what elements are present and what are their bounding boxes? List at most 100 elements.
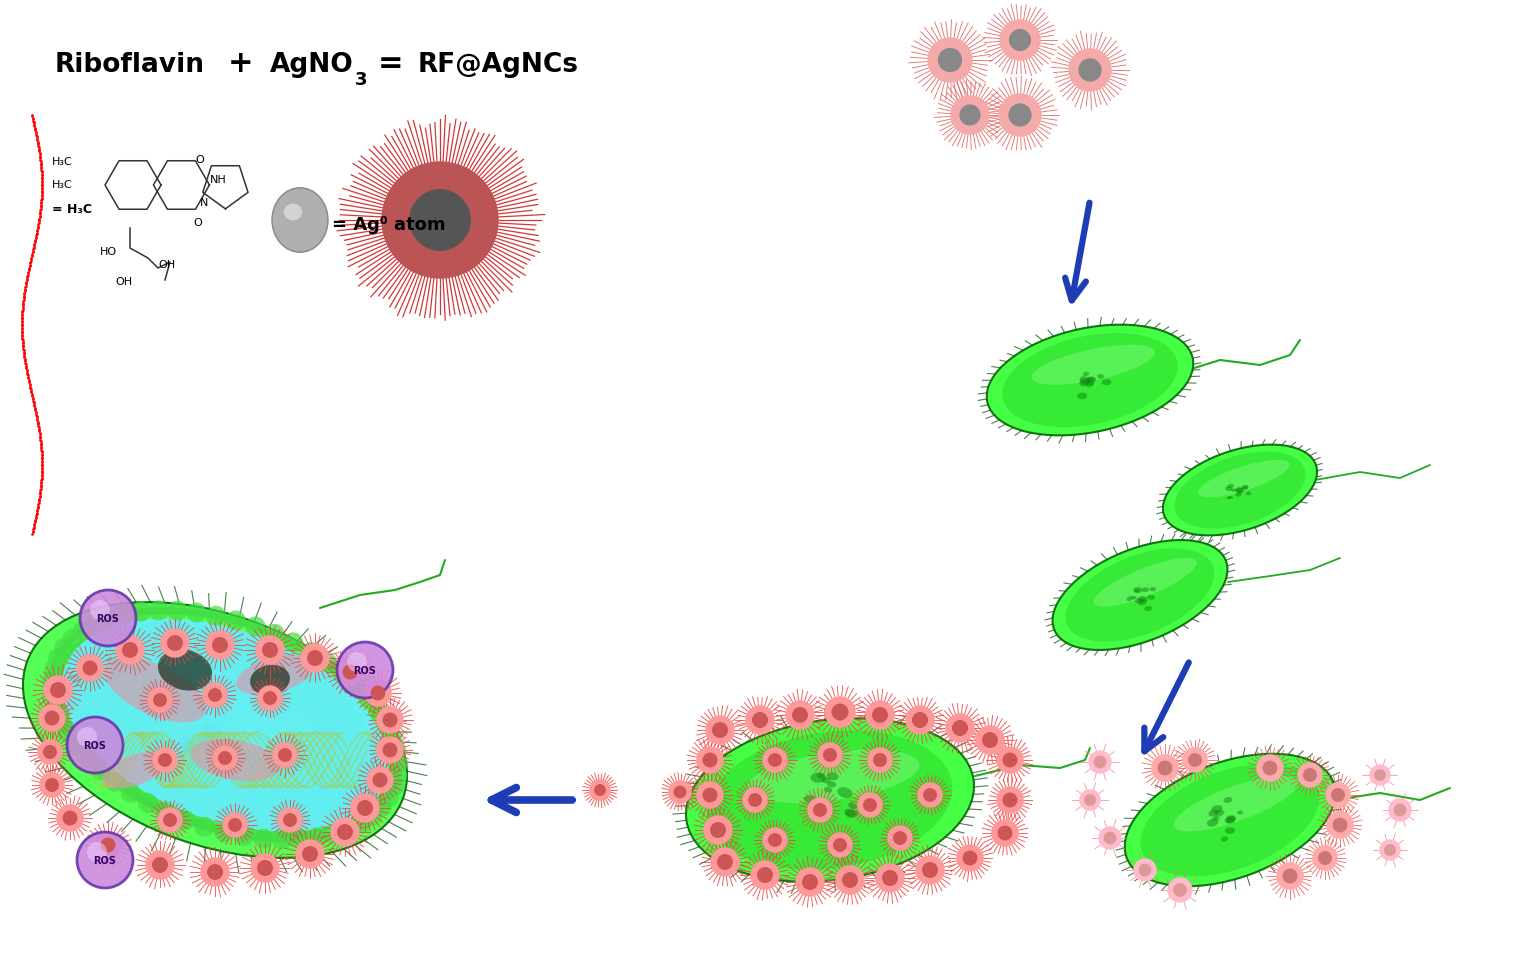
Circle shape: [410, 190, 470, 250]
Circle shape: [63, 628, 83, 649]
Text: NH: NH: [210, 175, 227, 185]
Text: Riboflavin: Riboflavin: [55, 52, 204, 78]
Ellipse shape: [1066, 549, 1215, 642]
Circle shape: [258, 686, 283, 710]
Ellipse shape: [845, 809, 856, 817]
Circle shape: [997, 747, 1023, 773]
Circle shape: [214, 822, 233, 842]
Ellipse shape: [1147, 595, 1155, 600]
Circle shape: [1189, 753, 1201, 766]
Circle shape: [209, 689, 221, 702]
Circle shape: [358, 801, 372, 815]
Circle shape: [387, 765, 407, 785]
Circle shape: [1263, 761, 1276, 775]
Circle shape: [757, 868, 773, 882]
Ellipse shape: [206, 746, 217, 756]
Ellipse shape: [708, 730, 952, 870]
Circle shape: [843, 873, 857, 887]
Circle shape: [713, 723, 727, 737]
Circle shape: [264, 624, 284, 644]
Ellipse shape: [237, 655, 313, 695]
Ellipse shape: [1215, 809, 1224, 816]
Ellipse shape: [837, 787, 852, 798]
Circle shape: [152, 858, 167, 873]
Ellipse shape: [1094, 557, 1197, 606]
Circle shape: [80, 590, 137, 646]
Circle shape: [250, 854, 280, 882]
Ellipse shape: [1236, 487, 1244, 493]
Circle shape: [912, 713, 928, 727]
Ellipse shape: [1236, 810, 1243, 815]
Circle shape: [768, 834, 782, 847]
Circle shape: [40, 773, 65, 797]
Circle shape: [195, 817, 215, 837]
Ellipse shape: [811, 773, 826, 783]
Circle shape: [258, 861, 272, 875]
Ellipse shape: [1124, 753, 1335, 886]
Circle shape: [876, 864, 905, 892]
Circle shape: [834, 839, 846, 851]
Circle shape: [906, 706, 934, 734]
Ellipse shape: [198, 731, 217, 750]
Ellipse shape: [986, 325, 1193, 435]
Ellipse shape: [826, 781, 836, 787]
Ellipse shape: [61, 619, 389, 831]
Circle shape: [1333, 818, 1347, 832]
Ellipse shape: [1224, 816, 1235, 824]
Circle shape: [278, 808, 303, 832]
Circle shape: [983, 732, 997, 748]
Circle shape: [352, 813, 372, 833]
Circle shape: [703, 753, 717, 767]
Circle shape: [1089, 751, 1111, 773]
Circle shape: [384, 713, 396, 727]
Ellipse shape: [1135, 598, 1144, 604]
Circle shape: [223, 813, 247, 837]
Circle shape: [146, 851, 174, 879]
Circle shape: [84, 614, 104, 634]
Circle shape: [743, 788, 766, 812]
Ellipse shape: [1224, 797, 1232, 802]
Circle shape: [803, 875, 817, 889]
Ellipse shape: [181, 740, 197, 753]
Text: ROS: ROS: [97, 614, 120, 624]
Circle shape: [95, 832, 121, 858]
Circle shape: [233, 826, 253, 846]
Circle shape: [808, 798, 833, 822]
Circle shape: [748, 794, 762, 806]
Circle shape: [78, 748, 98, 768]
Circle shape: [998, 826, 1012, 840]
Circle shape: [307, 651, 323, 665]
Circle shape: [54, 638, 74, 658]
Circle shape: [77, 655, 103, 681]
Circle shape: [594, 785, 605, 795]
Ellipse shape: [823, 787, 833, 793]
Circle shape: [257, 636, 284, 664]
Ellipse shape: [232, 747, 252, 765]
Circle shape: [307, 827, 327, 848]
Ellipse shape: [1163, 445, 1316, 535]
Circle shape: [303, 847, 318, 861]
Circle shape: [290, 829, 310, 850]
Circle shape: [1332, 789, 1344, 801]
Circle shape: [387, 753, 407, 773]
Ellipse shape: [158, 650, 212, 691]
Circle shape: [883, 871, 897, 885]
Text: ROS: ROS: [353, 666, 376, 676]
Circle shape: [57, 722, 77, 742]
Ellipse shape: [1226, 486, 1232, 491]
Circle shape: [1183, 748, 1207, 772]
Ellipse shape: [848, 802, 857, 809]
Circle shape: [674, 786, 685, 798]
Ellipse shape: [1224, 827, 1235, 834]
Circle shape: [859, 793, 882, 817]
Circle shape: [382, 727, 402, 748]
Circle shape: [121, 783, 141, 802]
Circle shape: [1003, 793, 1017, 807]
Circle shape: [828, 833, 852, 857]
Text: O: O: [194, 218, 201, 228]
Ellipse shape: [1087, 381, 1094, 385]
Circle shape: [938, 49, 962, 71]
Circle shape: [203, 683, 227, 707]
Circle shape: [338, 825, 352, 839]
Ellipse shape: [1236, 490, 1241, 494]
